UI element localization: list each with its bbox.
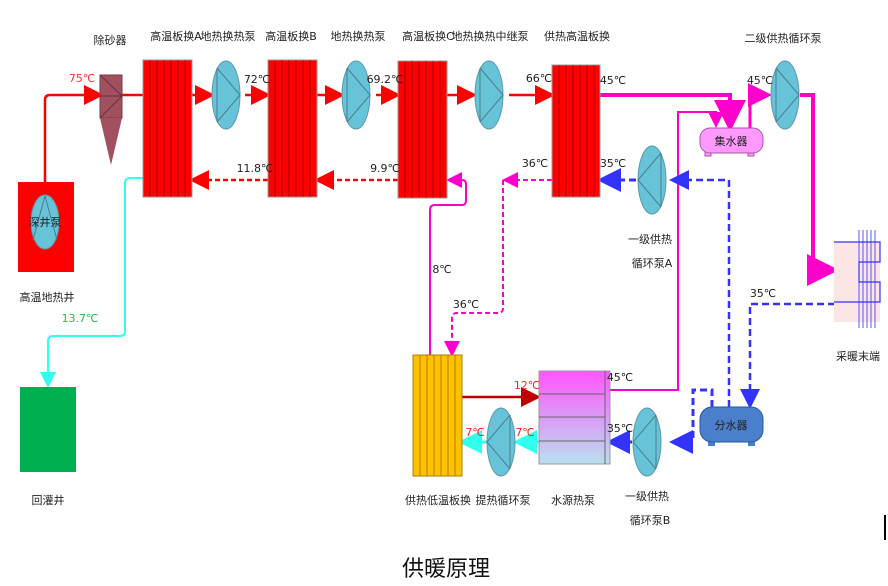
diagram-title: 供暖原理	[402, 557, 490, 582]
primary-pump-b	[632, 407, 662, 477]
temp-label: 7℃	[465, 426, 484, 439]
temp-label: 35℃	[600, 157, 626, 170]
temp-label: 75℃	[69, 72, 95, 85]
temp-label: 13.7℃	[62, 312, 99, 325]
heating-high-plate-exchanger	[551, 64, 601, 198]
plate-a-label: 高温板换A	[150, 29, 202, 43]
distributor: 分水器	[699, 406, 764, 446]
temp-label: 45℃	[747, 74, 773, 87]
reinjection-pipe	[40, 177, 143, 388]
primary-pump-b-label-2: 循环泵B	[630, 514, 671, 527]
lift-pump	[486, 407, 516, 477]
deep-well-pump-label: 深井泵	[29, 215, 62, 229]
geothermal-pump-2	[341, 60, 371, 130]
temp-label: 36℃	[522, 157, 548, 170]
water-source-heat-pump	[538, 370, 611, 465]
temp-label: 7℃	[515, 426, 534, 439]
plate-exchanger-a	[142, 59, 193, 198]
temp-label: 35℃	[607, 422, 633, 435]
mid-temp-pipe	[444, 172, 552, 357]
heating-low-plate-label: 供热低温板换	[405, 493, 471, 507]
temp-label: 69.2℃	[367, 73, 404, 86]
reinjection-well-label: 回灌井	[32, 493, 65, 507]
collector-label: 集水器	[715, 134, 748, 148]
temp-label: 72℃	[244, 73, 270, 86]
relay-pump	[474, 60, 504, 130]
reinjection-well	[20, 387, 76, 472]
heating-terminal	[834, 230, 881, 328]
geothermal-supply-pipe	[43, 85, 555, 200]
pump-2-label: 地热换热泵	[331, 29, 386, 43]
primary-pump-a	[637, 145, 667, 215]
sand-remover-label: 除砂器	[94, 33, 127, 47]
pump-1-label: 地热换热泵	[201, 29, 256, 43]
primary-pump-b-label: 一级供热	[625, 489, 669, 503]
temp-label: 8℃	[432, 263, 451, 276]
temp-label: 9.9℃	[370, 162, 400, 175]
lift-pump-label: 提热循环泵	[476, 494, 531, 507]
temp-label: 11.8℃	[237, 162, 274, 175]
distributor-label: 分水器	[715, 419, 748, 432]
heating-supply-pipe	[429, 83, 839, 391]
temp-label: 66℃	[526, 72, 552, 85]
secondary-pump	[770, 60, 800, 130]
secondary-pump-label: 二级供热循环泵	[745, 31, 822, 45]
heating-return-pipe	[597, 168, 835, 454]
heating-high-plate-label: 供热高温板换	[544, 29, 610, 43]
primary-pump-a-label: 一级供热	[628, 232, 672, 246]
plate-b-label: 高温板换B	[265, 29, 317, 43]
plate-exchanger-c	[397, 60, 448, 199]
collector: 集水器	[699, 127, 764, 157]
water-source-hp-label: 水源热泵	[551, 493, 595, 507]
temp-label: 12℃	[514, 379, 540, 392]
temp-label: 45℃	[607, 371, 633, 384]
geothermal-well: 深井泵	[18, 182, 74, 272]
heating-low-plate-exchanger	[412, 354, 463, 477]
plate-c-label: 高温板换C	[402, 29, 454, 43]
geothermal-pump-1	[211, 60, 241, 130]
temp-label: 36℃	[453, 298, 479, 311]
relay-pump-label: 地热换热中继泵	[452, 29, 529, 43]
heating-terminal-label: 采暖末端	[836, 349, 880, 363]
geothermal-well-label: 高温地热井	[20, 290, 75, 304]
plate-exchanger-b	[267, 59, 318, 198]
edge-marker	[884, 515, 886, 540]
sand-remover	[99, 74, 123, 165]
primary-pump-a-label-2: 循环泵A	[632, 257, 673, 270]
temp-label: 45℃	[600, 74, 626, 87]
temp-label: 35℃	[750, 287, 776, 300]
